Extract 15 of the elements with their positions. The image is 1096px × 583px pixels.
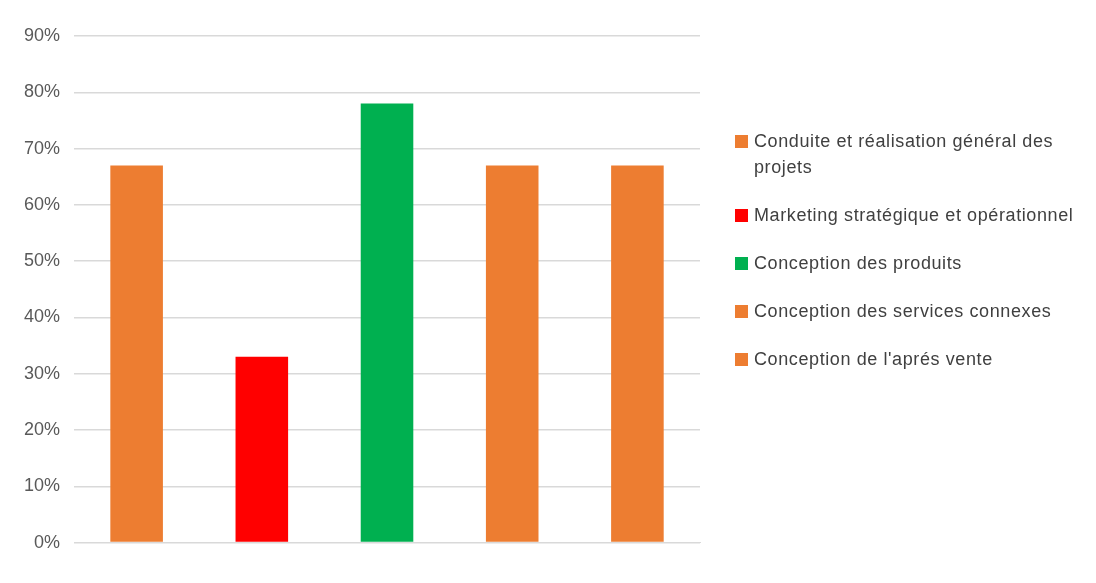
legend-label: Conception des produits [754, 252, 962, 275]
y-tick-label: 50% [24, 250, 61, 271]
y-tick-label: 60% [24, 193, 61, 214]
y-tick-label: 30% [24, 362, 61, 383]
legend-label: Marketing stratégique et opérationnel [754, 204, 1074, 227]
y-tick-label: 0% [34, 531, 61, 552]
y-tick-label: 90% [24, 24, 61, 45]
y-tick-label: 70% [24, 137, 61, 158]
y-tick-label: 10% [24, 475, 61, 496]
y-tick-label: 40% [24, 306, 61, 327]
y-tick-label: 80% [24, 81, 61, 102]
legend-label: Conception des services connexes [754, 300, 1052, 323]
legend-label: Conduite et réalisation général des projets [754, 130, 1055, 179]
legend-label: Conception de l'aprés vente [754, 348, 993, 371]
y-tick-label: 20% [24, 418, 61, 439]
